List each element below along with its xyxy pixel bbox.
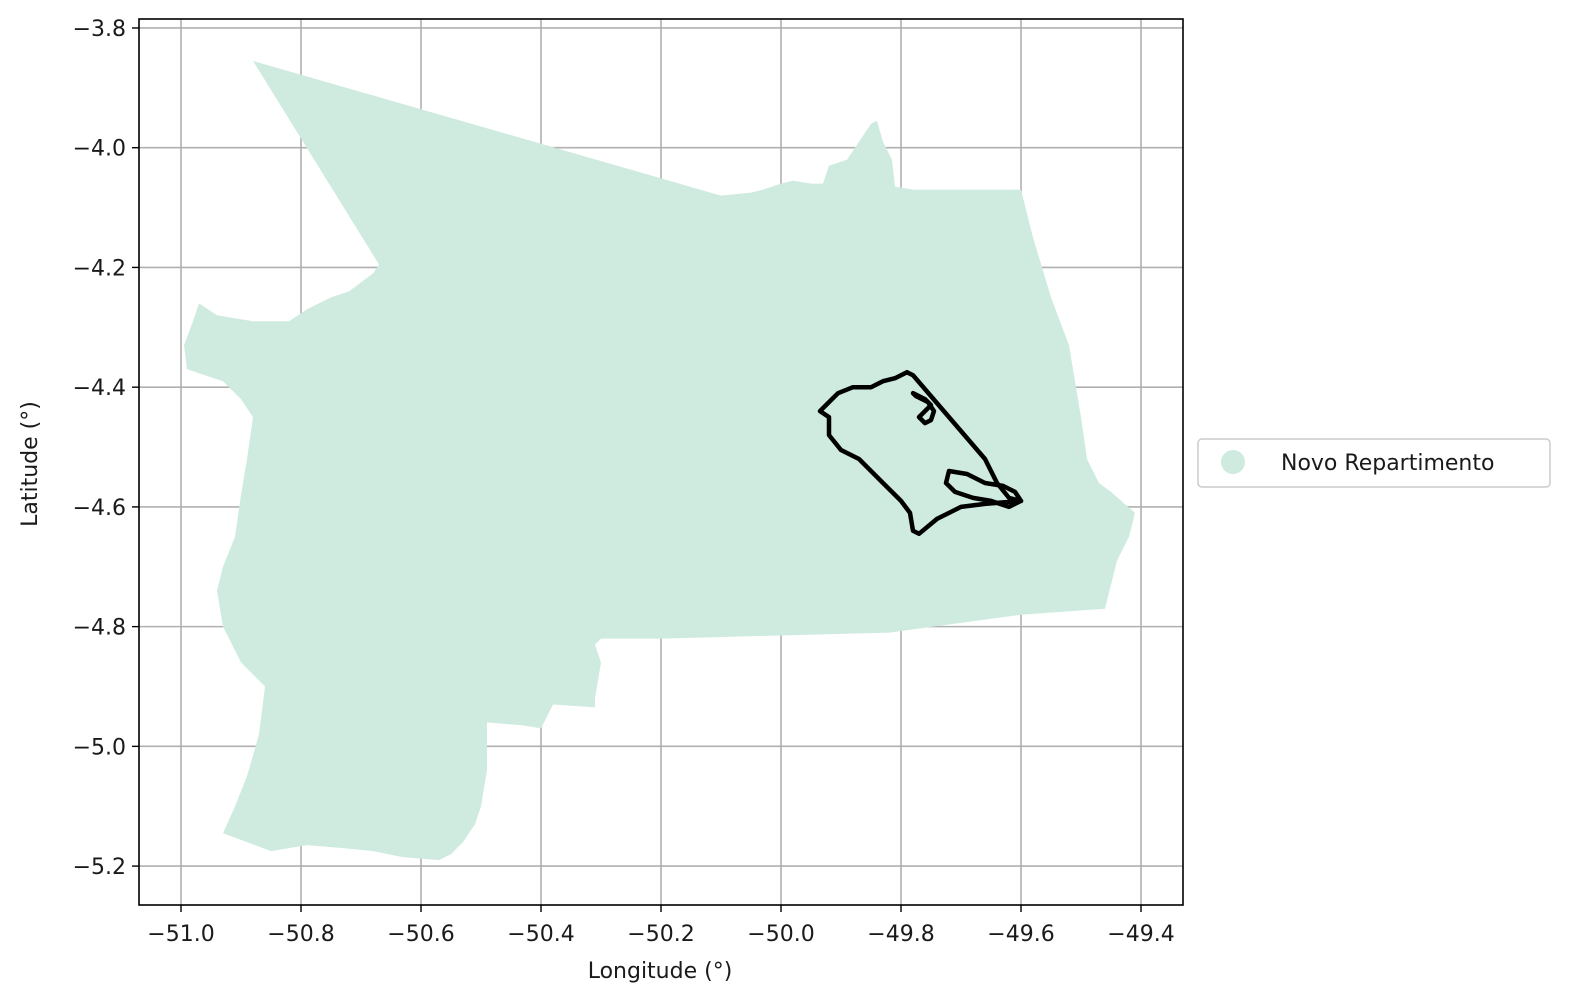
legend-label: Novo Repartimento: [1281, 451, 1494, 476]
region-layer: [184, 60, 1135, 861]
y-tick-label: −4.0: [73, 137, 126, 162]
x-tick-label: −50.4: [507, 922, 574, 947]
x-axis-ticks: −51.0 −50.8 −50.6 −50.4 −50.2 −50.0 −49.8 −49.6…: [147, 905, 1175, 947]
overlay-cluster-south: [943, 468, 1024, 510]
region-novo-repartimento: [184, 60, 1135, 861]
y-tick-label: −4.8: [73, 616, 126, 641]
x-axis-label: Longitude (°): [588, 959, 733, 984]
y-tick-label: −4.4: [73, 376, 126, 401]
legend-frame: [1197, 438, 1551, 488]
x-tick-label: −49.8: [867, 922, 934, 947]
overlay-cluster-north: [910, 390, 937, 426]
y-tick-label: −5.0: [73, 735, 126, 760]
x-tick-label: −50.6: [387, 922, 454, 947]
x-tick-label: −50.0: [747, 922, 814, 947]
overlay-layer: [817, 369, 1024, 537]
legend-swatch: [1221, 450, 1245, 474]
y-tick-label: −4.6: [73, 496, 126, 521]
y-axis-label: Latitude (°): [18, 401, 43, 527]
x-tick-label: −49.6: [987, 922, 1054, 947]
x-tick-label: −50.2: [627, 922, 694, 947]
x-tick-label: −49.4: [1107, 922, 1174, 947]
overlay-outline: [817, 369, 1024, 537]
y-axis-ticks: −3.8 −4.0 −4.2 −4.4 −4.6 −4.8 −5.0 −5.2: [73, 17, 139, 880]
legend: Novo Repartimento: [1197, 438, 1551, 488]
x-tick-label: −50.8: [267, 922, 334, 947]
y-tick-label: −3.8: [73, 17, 126, 42]
x-tick-label: −51.0: [147, 922, 214, 947]
y-tick-label: −5.2: [73, 855, 126, 880]
y-tick-label: −4.2: [73, 256, 126, 281]
